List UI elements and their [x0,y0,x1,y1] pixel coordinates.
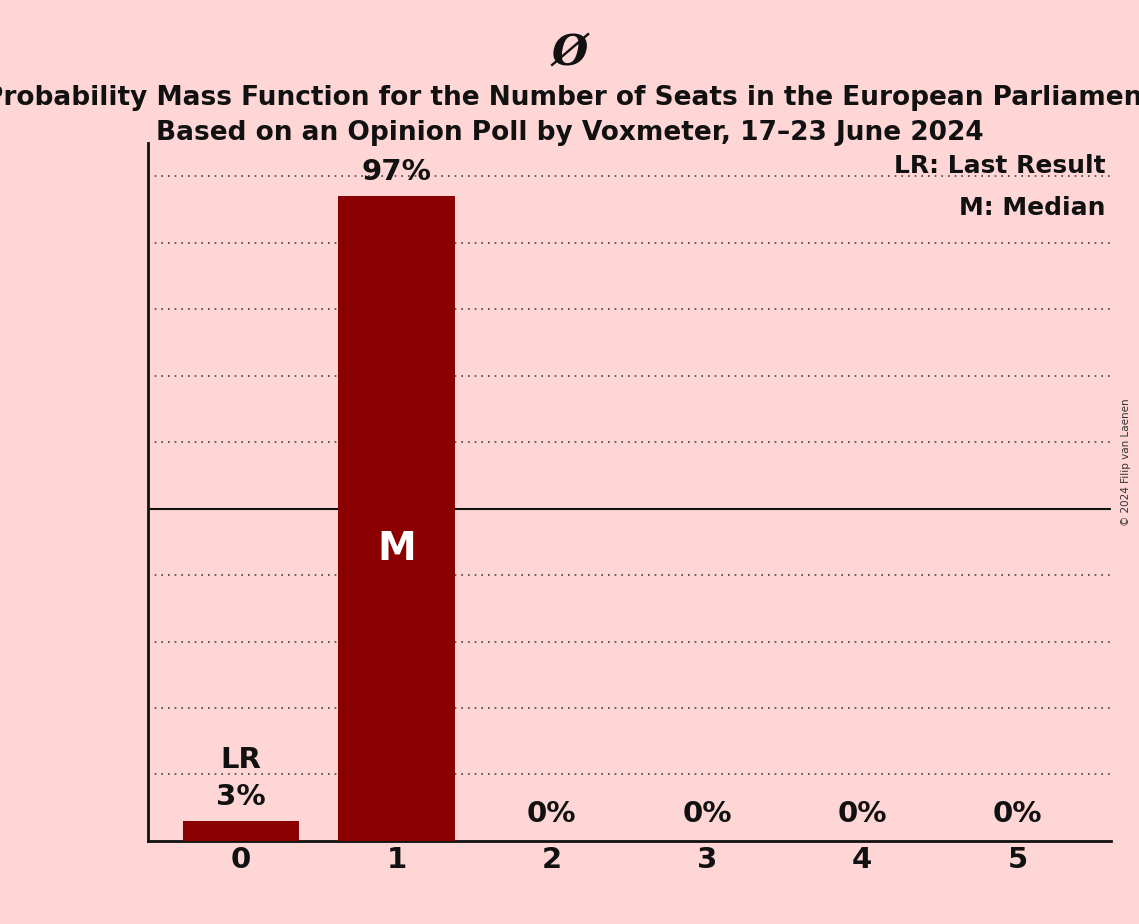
Text: 0%: 0% [837,799,887,828]
Text: Probability Mass Function for the Number of Seats in the European Parliament: Probability Mass Function for the Number… [0,85,1139,111]
Text: 0%: 0% [682,799,731,828]
Bar [183,821,300,841]
Text: M: Median: M: Median [959,196,1106,220]
Text: Ø: Ø [551,32,588,74]
Text: LR: Last Result: LR: Last Result [894,153,1106,177]
Text: 3%: 3% [216,783,267,811]
Text: © 2024 Filip van Laenen: © 2024 Filip van Laenen [1121,398,1131,526]
Bar [338,197,454,841]
Text: Based on an Opinion Poll by Voxmeter, 17–23 June 2024: Based on an Opinion Poll by Voxmeter, 17… [156,120,983,146]
Text: M: M [377,529,416,567]
Text: LR: LR [221,747,262,774]
Text: 0%: 0% [992,799,1042,828]
Text: 97%: 97% [361,158,432,187]
Text: 0%: 0% [527,799,576,828]
